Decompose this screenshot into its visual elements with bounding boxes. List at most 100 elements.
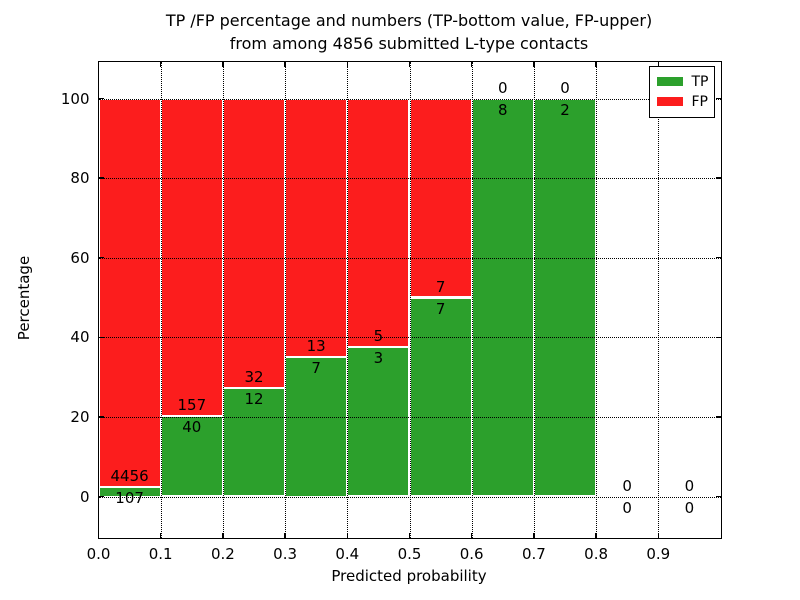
x-tick-label: 0.9 xyxy=(646,544,671,563)
y-tick-left xyxy=(98,256,104,259)
x-tick-label: 0.1 xyxy=(148,544,173,563)
bar-segment-tp xyxy=(160,415,223,497)
y-tick-left xyxy=(98,416,104,418)
bar-segment-fp xyxy=(347,98,410,348)
bar-label-fp: 5 xyxy=(373,327,384,346)
x-tick-label: 0.2 xyxy=(210,544,235,563)
gridline-x xyxy=(596,61,598,538)
bar-label-fp: 7 xyxy=(435,277,446,296)
y-tick-label: 100 xyxy=(60,89,90,108)
gridline-x xyxy=(658,61,660,538)
bar-label-tp: 7 xyxy=(435,299,446,318)
y-tick-left xyxy=(98,177,104,179)
bar-segment-tp xyxy=(533,98,597,497)
chart-title: TP /FP percentage and numbers (TP-bottom… xyxy=(98,9,720,55)
bar-segment-fp xyxy=(285,98,348,358)
x-axis-label: Predicted probability xyxy=(331,567,487,585)
gridline-x xyxy=(533,61,535,538)
bar-label-tp: 3 xyxy=(373,349,384,368)
gridline-x xyxy=(471,61,473,538)
bar-label-tp: 107 xyxy=(115,489,144,508)
bar-label-fp: 157 xyxy=(177,395,207,414)
bar-label-tp: 7 xyxy=(311,359,321,378)
legend: TP FP xyxy=(648,65,715,118)
bar-segment-tp xyxy=(409,297,472,497)
x-tick-label: 0.6 xyxy=(459,544,484,563)
x-tick-top xyxy=(657,61,660,67)
bar-segment-tp xyxy=(471,98,534,497)
y-tick-right xyxy=(715,416,721,418)
x-tick-bottom xyxy=(595,532,597,538)
y-tick-label: 0 xyxy=(79,487,90,506)
y-tick-right xyxy=(715,256,721,259)
gridline-x xyxy=(222,61,224,538)
x-tick-bottom xyxy=(97,532,100,538)
y-tick-left xyxy=(98,97,104,100)
bar-label-fp: 0 xyxy=(498,78,508,97)
y-tick-label: 20 xyxy=(70,407,90,426)
chart-title-line1: TP /FP percentage and numbers (TP-bottom… xyxy=(165,11,653,30)
x-tick-bottom xyxy=(657,532,660,538)
x-tick-bottom xyxy=(222,532,224,538)
y-tick-left xyxy=(98,336,104,339)
x-tick-top xyxy=(470,61,473,67)
x-tick-top xyxy=(408,61,411,67)
plot-area: TP FP 4456 107 157 40 32 12 13 7 5 3 7 7 0 8 0 2 0 0 0 0 0.0… xyxy=(61,60,722,562)
bar-segment-tp xyxy=(347,347,410,497)
x-tick-bottom xyxy=(346,532,349,538)
y-tick-right xyxy=(715,97,721,100)
y-axis-label: Percentage xyxy=(15,255,33,341)
bar-segment-tp xyxy=(285,357,348,497)
tp-swatch-icon xyxy=(656,77,683,86)
bar-label-tp: 12 xyxy=(244,389,264,408)
bar-label-fp: 13 xyxy=(306,337,326,356)
x-tick-label: 0.3 xyxy=(273,544,298,563)
bar-segment-fp xyxy=(222,98,286,388)
legend-label-tp: TP xyxy=(691,73,709,90)
x-tick-label: 0.7 xyxy=(521,544,546,563)
gridline-x xyxy=(347,61,349,538)
x-tick-top xyxy=(284,61,286,67)
bar-label-fp: 32 xyxy=(244,367,264,386)
bar-label-fp: 0 xyxy=(684,476,695,495)
x-tick-top xyxy=(533,61,535,67)
bar-segment-tp xyxy=(222,387,286,497)
bar-label-fp: 4456 xyxy=(110,467,149,486)
fp-swatch-icon xyxy=(656,97,683,106)
x-tick-bottom xyxy=(533,532,535,538)
x-tick-bottom xyxy=(159,532,162,538)
x-tick-top xyxy=(159,61,162,67)
bar-label-tp: 40 xyxy=(182,417,202,436)
x-tick-top xyxy=(222,61,224,67)
bar-segment-fp xyxy=(98,98,161,488)
bar-label-fp: 0 xyxy=(622,476,632,495)
y-tick-label: 60 xyxy=(70,248,90,267)
chart-title-line2: from among 4856 submitted L-type contact… xyxy=(229,34,589,53)
y-tick-right xyxy=(715,177,721,179)
y-tick-right xyxy=(715,336,721,339)
x-tick-top xyxy=(97,61,100,67)
bar-segment-tp xyxy=(98,487,161,497)
gridline-x xyxy=(409,61,411,538)
gridline-x xyxy=(285,61,287,538)
x-tick-label: 0.5 xyxy=(397,544,422,563)
x-tick-bottom xyxy=(408,532,411,538)
y-tick-right xyxy=(715,495,721,498)
bar-segment-fp xyxy=(409,98,472,298)
gridline-x xyxy=(160,61,162,538)
x-tick-label: 0.0 xyxy=(86,544,111,563)
x-tick-label: 0.8 xyxy=(584,544,609,563)
y-tick-label: 40 xyxy=(70,328,90,347)
x-tick-label: 0.4 xyxy=(335,544,360,563)
legend-item-fp: FP xyxy=(656,92,709,112)
x-tick-bottom xyxy=(470,532,473,538)
legend-item-tp: TP xyxy=(656,72,709,92)
bar-label-fp: 0 xyxy=(560,78,570,97)
x-tick-bottom xyxy=(284,532,286,538)
legend-label-fp: FP xyxy=(691,93,709,110)
bar-label-tp: 8 xyxy=(498,100,508,119)
bar-label-tp: 0 xyxy=(684,498,695,517)
y-tick-label: 80 xyxy=(70,169,90,188)
x-tick-top xyxy=(346,61,349,67)
